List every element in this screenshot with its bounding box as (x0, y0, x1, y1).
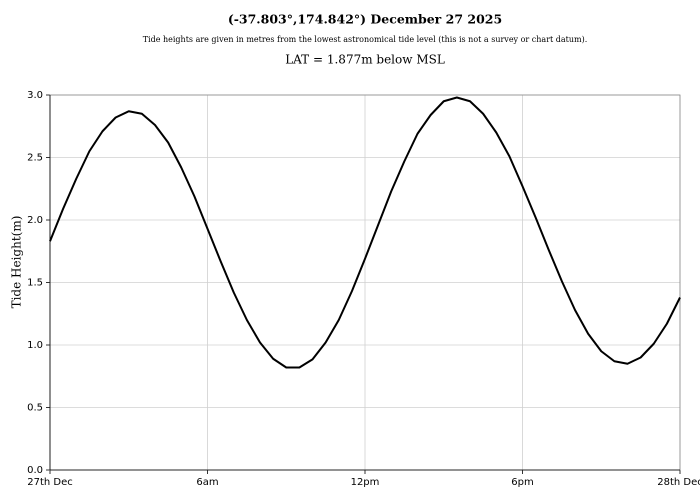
y-tick-label: 0.0 (27, 465, 43, 476)
x-tick-label: 12pm (351, 477, 380, 488)
y-axis-label: Tide Height(m) (10, 216, 24, 309)
x-tick-label: 6am (196, 477, 218, 488)
y-tick-label: 3.0 (27, 90, 43, 101)
annotation: LAT = 1.877m below MSL (285, 53, 445, 67)
tide-line (49, 96, 681, 369)
chart-title: (-37.803°,174.842°) December 27 2025 (228, 12, 502, 27)
y-tick-label: 2.5 (27, 153, 43, 164)
x-tick-label: 6pm (511, 477, 533, 488)
x-tick-label: 28th Dec (657, 477, 700, 488)
y-tick-label: 0.5 (27, 403, 43, 414)
x-tick-label: 27th Dec (27, 477, 73, 488)
y-tick-label: 1.5 (27, 278, 43, 289)
chart-subtitle: Tide heights are given in metres from th… (143, 35, 588, 44)
y-tick-label: 1.0 (27, 340, 43, 351)
y-tick-label: 2.0 (27, 215, 43, 226)
